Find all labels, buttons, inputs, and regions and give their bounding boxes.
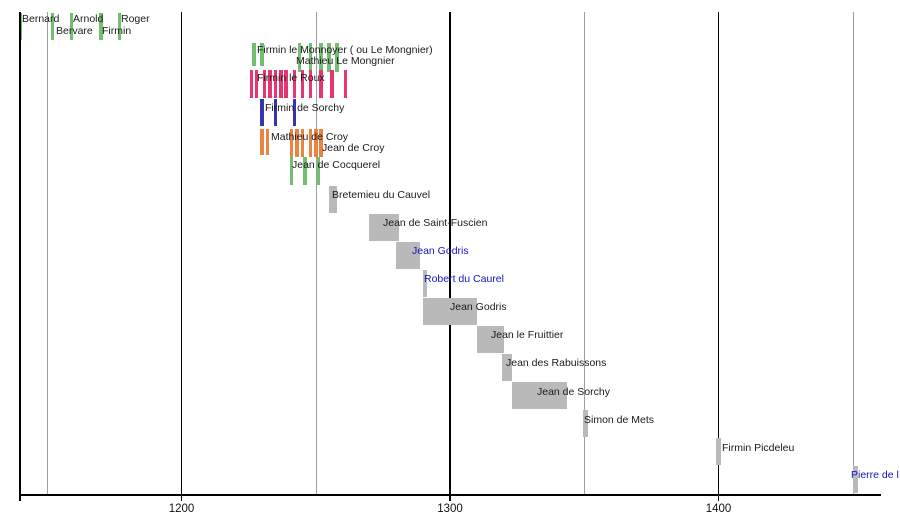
minor-gridline [852, 12, 854, 494]
x-axis-tick [449, 494, 451, 501]
person-label: Jean des Rabuissons [506, 357, 607, 369]
attestation-segment [330, 70, 334, 98]
attestation-segment [319, 129, 323, 157]
attestation-segment [279, 70, 283, 98]
major-gridline [180, 12, 183, 494]
tenure-bar [715, 438, 722, 465]
attestation-segment [252, 43, 256, 66]
tenure-bar [396, 242, 421, 269]
person-label: Robert du Caurel [424, 273, 504, 285]
attestation-segment [308, 70, 313, 98]
attestation-segment [319, 43, 323, 72]
attestation-segment [265, 129, 270, 155]
tenure-bar [511, 382, 567, 409]
x-axis-tick-label: 1200 [168, 503, 195, 515]
attestation-segment [319, 70, 323, 98]
person-label: Mathieu Le Mongnier [296, 55, 395, 67]
y-axis-line [19, 12, 21, 501]
attestation-segment [292, 99, 297, 126]
person-label: Mathieu de Croy [271, 131, 349, 143]
person-label: Firmin Picdeleu [722, 442, 795, 454]
attestation-segment [316, 157, 321, 185]
tenure-bar [476, 326, 504, 353]
tenure-bar [852, 466, 859, 493]
x-axis-tick [180, 494, 183, 501]
person-label: Firmin le Monnoyer ( ou Le Mongnier) [257, 44, 433, 56]
attestation-segment [260, 99, 264, 126]
attestation-segment [268, 70, 272, 98]
attestation-segment [297, 43, 302, 72]
person-label: Firmin de Sorchy [265, 102, 345, 114]
person-label: Simon de Mets [584, 414, 655, 426]
attestation-segment [249, 70, 254, 98]
tenure-bar [423, 298, 477, 325]
person-label: Jean de Saint-Fuscien [383, 217, 488, 229]
attestation-segment [69, 13, 74, 40]
attestation-segment [327, 43, 331, 72]
attestation-segment [300, 70, 305, 98]
attestation-segment [273, 70, 278, 98]
attestation-segment [303, 157, 307, 185]
attestation-segment [289, 157, 294, 185]
minor-gridline [47, 12, 49, 494]
attestation-segment [262, 70, 267, 98]
attestation-segment [300, 129, 305, 157]
x-axis-tick [717, 494, 720, 501]
tenure-bar [502, 354, 512, 381]
person-label: Arnold [73, 13, 104, 25]
attestation-segment [273, 99, 278, 126]
attestation-segment [260, 129, 264, 155]
x-axis-tick-label: 1300 [437, 503, 463, 515]
attestation-segment [50, 13, 55, 40]
major-gridline [449, 12, 451, 494]
person-label: Pierre de l [851, 469, 899, 481]
person-label: Firmin le Roux [257, 72, 325, 84]
tenure-bar [423, 270, 428, 297]
person-label: Jean de Cocquerel [292, 159, 381, 171]
x-axis-tick-label: 1400 [705, 503, 732, 515]
tenure-bar [582, 410, 589, 437]
person-label: Bretemieu du Cauvel [332, 189, 431, 201]
attestation-segment [260, 43, 264, 66]
tenure-bar [329, 186, 338, 213]
attestation-segment [314, 129, 318, 157]
person-label: Bernard [22, 13, 60, 25]
attestation-segment [308, 129, 313, 157]
attestation-segment [99, 13, 103, 40]
person-label: Jean de Sorchy [537, 386, 610, 398]
person-label: Firmin [102, 25, 132, 37]
attestation-segment [284, 70, 288, 98]
person-label: Jean Godris [450, 301, 507, 313]
minor-gridline [315, 12, 317, 494]
attestation-segment [295, 129, 299, 157]
major-gridline [717, 12, 720, 494]
attestation-segment [335, 43, 339, 72]
attestation-segment [343, 70, 348, 98]
attestation-segment [289, 129, 294, 157]
minor-gridline [584, 12, 586, 494]
person-label: Jean de Croy [322, 142, 385, 154]
person-label: Jean le Fruittier [491, 329, 564, 341]
person-label: Jean Godris [412, 245, 469, 257]
attestation-segment [292, 70, 297, 98]
attestation-segment [254, 70, 259, 98]
person-label: Bervare [56, 25, 93, 37]
attestation-segment [117, 13, 122, 40]
attestation-segment [308, 43, 313, 72]
tenure-bar [369, 214, 399, 241]
person-label: Roger [121, 13, 150, 25]
